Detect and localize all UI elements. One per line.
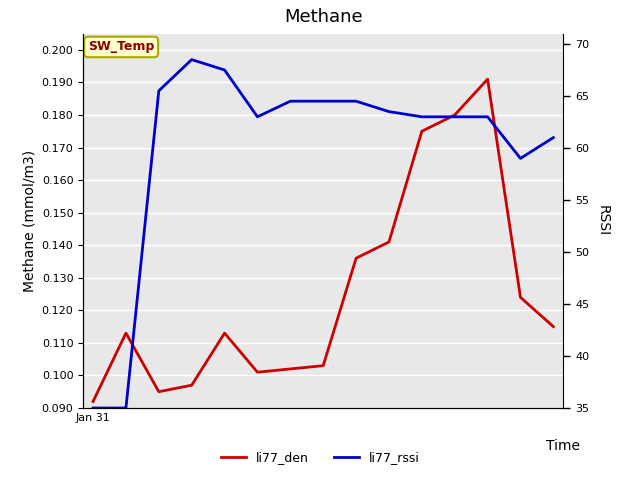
- li77_rssi: [484, 114, 492, 120]
- li77_den: [155, 389, 163, 395]
- Title: Methane: Methane: [284, 9, 362, 26]
- li77_den: [418, 128, 426, 134]
- li77_rssi: [418, 114, 426, 120]
- Text: Time: Time: [546, 439, 580, 454]
- li77_rssi: [89, 405, 97, 411]
- li77_den: [188, 383, 196, 388]
- Legend: li77_den, li77_rssi: li77_den, li77_rssi: [216, 446, 424, 469]
- Line: li77_rssi: li77_rssi: [93, 60, 554, 408]
- li77_den: [451, 112, 458, 118]
- li77_den: [385, 239, 393, 245]
- Y-axis label: Methane (mmol/m3): Methane (mmol/m3): [22, 150, 36, 292]
- li77_den: [122, 330, 130, 336]
- li77_rssi: [319, 98, 327, 104]
- li77_den: [221, 330, 228, 336]
- Line: li77_den: li77_den: [93, 79, 554, 401]
- li77_den: [319, 363, 327, 369]
- li77_rssi: [155, 88, 163, 94]
- li77_den: [287, 366, 294, 372]
- li77_rssi: [287, 98, 294, 104]
- li77_rssi: [352, 98, 360, 104]
- li77_den: [352, 255, 360, 261]
- li77_rssi: [188, 57, 196, 62]
- li77_rssi: [550, 135, 557, 141]
- li77_rssi: [451, 114, 458, 120]
- li77_den: [516, 294, 524, 300]
- li77_den: [89, 398, 97, 404]
- Y-axis label: RSSI: RSSI: [596, 205, 610, 236]
- li77_den: [253, 369, 261, 375]
- li77_den: [484, 76, 492, 82]
- li77_rssi: [253, 114, 261, 120]
- li77_rssi: [221, 67, 228, 73]
- li77_rssi: [516, 156, 524, 161]
- li77_den: [550, 324, 557, 329]
- li77_rssi: [122, 405, 130, 411]
- Text: SW_Temp: SW_Temp: [88, 40, 154, 53]
- li77_rssi: [385, 109, 393, 115]
